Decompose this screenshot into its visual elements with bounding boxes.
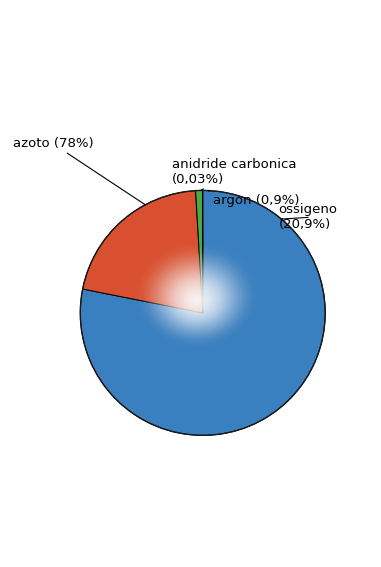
Wedge shape bbox=[83, 191, 203, 313]
Text: argon (0,9%): argon (0,9%) bbox=[207, 191, 299, 207]
Ellipse shape bbox=[163, 268, 231, 327]
Ellipse shape bbox=[175, 280, 218, 317]
Text: anidride carbonica
(0,03%): anidride carbonica (0,03%) bbox=[172, 158, 297, 191]
Ellipse shape bbox=[173, 278, 220, 319]
Ellipse shape bbox=[171, 276, 222, 320]
Ellipse shape bbox=[165, 270, 229, 325]
Ellipse shape bbox=[158, 264, 235, 330]
Ellipse shape bbox=[239, 285, 253, 297]
Ellipse shape bbox=[241, 287, 250, 294]
Ellipse shape bbox=[188, 293, 205, 307]
Ellipse shape bbox=[225, 274, 267, 307]
Ellipse shape bbox=[156, 262, 237, 332]
Ellipse shape bbox=[190, 294, 203, 306]
Ellipse shape bbox=[182, 286, 211, 312]
Wedge shape bbox=[80, 191, 325, 435]
Wedge shape bbox=[195, 191, 203, 313]
Ellipse shape bbox=[234, 282, 257, 300]
Ellipse shape bbox=[220, 270, 271, 311]
Ellipse shape bbox=[152, 258, 241, 335]
Ellipse shape bbox=[169, 274, 224, 322]
Ellipse shape bbox=[213, 265, 278, 316]
Text: azoto (78%): azoto (78%) bbox=[13, 137, 145, 205]
Text: ossigeno
(20,9%): ossigeno (20,9%) bbox=[279, 204, 338, 231]
Ellipse shape bbox=[229, 278, 262, 304]
Ellipse shape bbox=[154, 260, 239, 333]
Ellipse shape bbox=[192, 297, 201, 304]
Ellipse shape bbox=[223, 273, 269, 309]
Ellipse shape bbox=[194, 299, 199, 302]
Ellipse shape bbox=[215, 267, 276, 315]
Ellipse shape bbox=[227, 276, 264, 306]
Ellipse shape bbox=[218, 269, 274, 313]
Ellipse shape bbox=[184, 289, 209, 311]
Ellipse shape bbox=[236, 284, 255, 298]
Ellipse shape bbox=[160, 266, 233, 328]
Ellipse shape bbox=[186, 290, 207, 309]
Ellipse shape bbox=[232, 280, 259, 302]
Ellipse shape bbox=[243, 289, 248, 293]
Ellipse shape bbox=[178, 282, 216, 315]
Ellipse shape bbox=[167, 272, 226, 324]
Ellipse shape bbox=[211, 263, 280, 319]
Ellipse shape bbox=[180, 284, 214, 314]
